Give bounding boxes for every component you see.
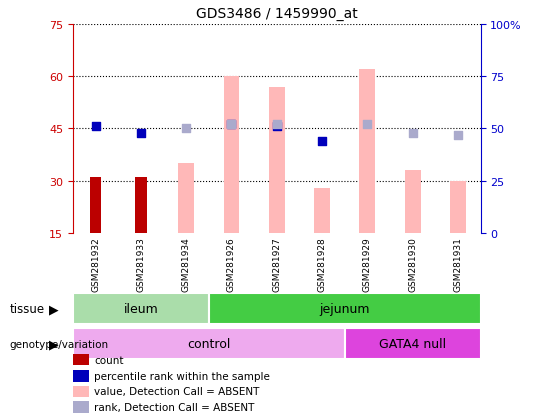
Bar (178, 164, 194, 233)
Text: GSM281934: GSM281934 (181, 236, 191, 291)
Bar (345, 328, 481, 359)
Text: GSM281931: GSM281931 (454, 236, 462, 291)
Text: GSM281930: GSM281930 (408, 236, 417, 291)
Text: value, Detection Call = ABSENT: value, Detection Call = ABSENT (94, 387, 260, 396)
Point (137, 130, 145, 137)
Text: GATA4 null: GATA4 null (379, 337, 446, 350)
Bar (224, 77, 239, 233)
Text: GSM281926: GSM281926 (227, 236, 236, 291)
Bar (90, 178, 101, 233)
Text: genotype/variation: genotype/variation (10, 339, 109, 349)
Text: GSM281932: GSM281932 (91, 236, 100, 291)
Bar (450, 181, 466, 233)
Text: GSM281928: GSM281928 (318, 236, 327, 291)
Text: ▶: ▶ (49, 337, 58, 351)
Point (318, 138, 326, 145)
Title: GDS3486 / 1459990_at: GDS3486 / 1459990_at (196, 7, 357, 21)
Text: jejunum: jejunum (320, 302, 370, 315)
Bar (404, 171, 421, 233)
Text: GSM281927: GSM281927 (272, 236, 281, 291)
Bar (135, 178, 146, 233)
Text: control: control (187, 337, 231, 350)
Point (182, 126, 191, 132)
Point (91, 123, 100, 130)
Point (408, 130, 417, 137)
Text: GSM281933: GSM281933 (137, 236, 145, 291)
Text: tissue: tissue (10, 302, 45, 316)
Bar (209, 293, 481, 324)
Bar (314, 188, 330, 233)
Text: percentile rank within the sample: percentile rank within the sample (94, 371, 271, 381)
Text: ileum: ileum (124, 302, 158, 315)
Point (454, 132, 462, 139)
Text: rank, Detection Call = ABSENT: rank, Detection Call = ABSENT (94, 402, 255, 412)
Bar (360, 70, 375, 233)
Text: count: count (94, 355, 124, 365)
Text: ▶: ▶ (49, 302, 58, 316)
Point (363, 121, 372, 128)
Text: GSM281929: GSM281929 (363, 236, 372, 291)
Bar (73, 328, 345, 359)
Bar (73, 293, 209, 324)
Point (273, 121, 281, 128)
Point (273, 123, 281, 130)
Bar (269, 88, 285, 233)
Point (227, 121, 236, 128)
Point (227, 121, 236, 128)
